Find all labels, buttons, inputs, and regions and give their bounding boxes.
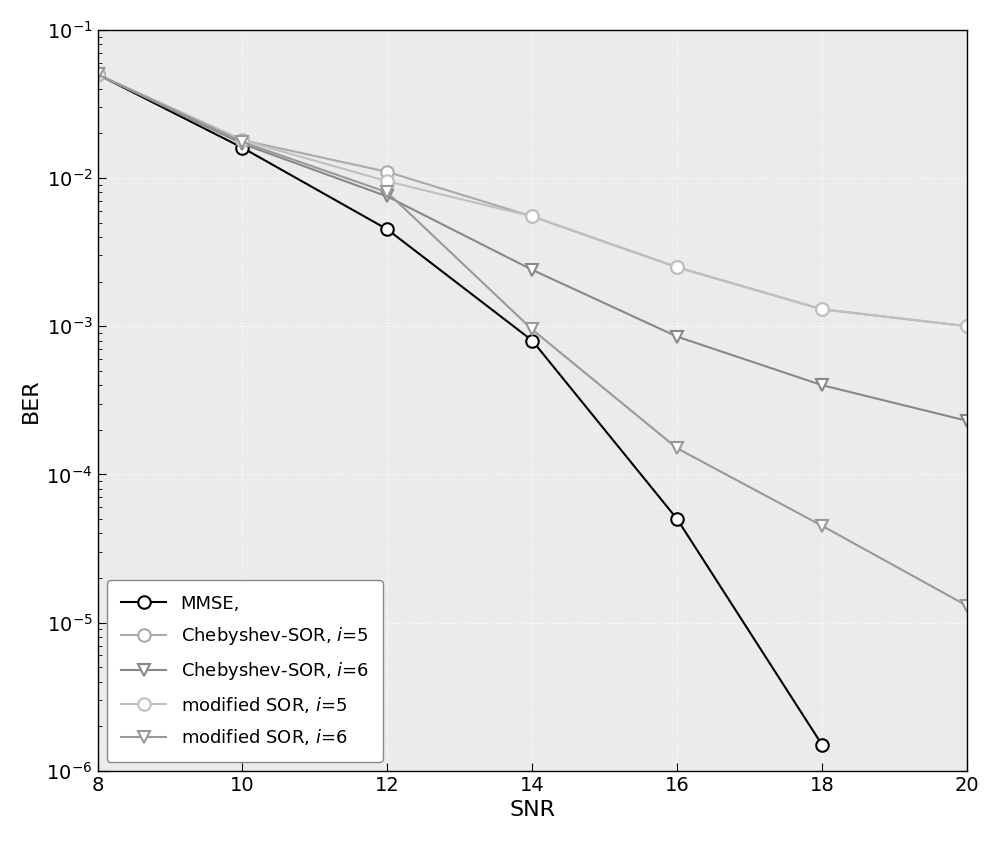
Chebyshev-SOR, $i$=6 [92, 69, 104, 79]
Line: MMSE,: MMSE, [91, 68, 828, 751]
modified SOR, $i$=5 [526, 211, 538, 221]
Chebyshev-SOR, $i$=5 [236, 135, 248, 145]
Chebyshev-SOR, $i$=6 [236, 139, 248, 149]
Chebyshev-SOR, $i$=5 [381, 167, 393, 177]
modified SOR, $i$=6 [92, 69, 104, 79]
modified SOR, $i$=5 [671, 262, 683, 272]
Y-axis label: BER: BER [21, 378, 41, 422]
Chebyshev-SOR, $i$=5 [816, 304, 828, 315]
Chebyshev-SOR, $i$=6 [381, 192, 393, 202]
modified SOR, $i$=5 [236, 135, 248, 145]
modified SOR, $i$=6 [526, 325, 538, 335]
MMSE, [816, 739, 828, 749]
Chebyshev-SOR, $i$=5 [526, 211, 538, 221]
Line: Chebyshev-SOR, $i$=6: Chebyshev-SOR, $i$=6 [91, 68, 973, 427]
modified SOR, $i$=5 [961, 321, 973, 331]
Chebyshev-SOR, $i$=5 [961, 321, 973, 331]
Chebyshev-SOR, $i$=6 [961, 415, 973, 426]
modified SOR, $i$=6 [236, 137, 248, 147]
X-axis label: SNR: SNR [509, 800, 555, 820]
Line: modified SOR, $i$=6: modified SOR, $i$=6 [91, 68, 973, 612]
modified SOR, $i$=5 [816, 304, 828, 315]
modified SOR, $i$=6 [671, 443, 683, 453]
Chebyshev-SOR, $i$=6 [526, 265, 538, 275]
Legend: MMSE,, Chebyshev-SOR, $i$=5, Chebyshev-SOR, $i$=6, modified SOR, $i$=5, modified: MMSE,, Chebyshev-SOR, $i$=5, Chebyshev-S… [107, 580, 383, 762]
MMSE, [236, 143, 248, 153]
Chebyshev-SOR, $i$=6 [816, 380, 828, 390]
Line: Chebyshev-SOR, $i$=5: Chebyshev-SOR, $i$=5 [91, 68, 973, 332]
Chebyshev-SOR, $i$=5 [671, 262, 683, 272]
MMSE, [92, 69, 104, 79]
modified SOR, $i$=6 [816, 521, 828, 531]
Chebyshev-SOR, $i$=5 [92, 69, 104, 79]
MMSE, [526, 336, 538, 346]
Chebyshev-SOR, $i$=6 [671, 331, 683, 341]
modified SOR, $i$=6 [961, 600, 973, 611]
MMSE, [381, 225, 393, 235]
Line: modified SOR, $i$=5: modified SOR, $i$=5 [91, 68, 973, 332]
modified SOR, $i$=5 [92, 69, 104, 79]
modified SOR, $i$=6 [381, 188, 393, 198]
modified SOR, $i$=5 [381, 177, 393, 187]
MMSE, [671, 514, 683, 524]
